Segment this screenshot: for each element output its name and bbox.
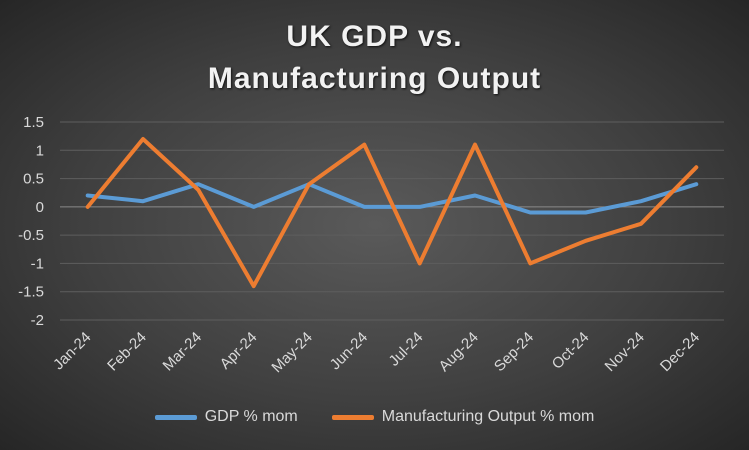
x-tick-label: May-24	[268, 329, 315, 376]
legend-label-manufacturing: Manufacturing Output % mom	[381, 408, 595, 425]
y-tick-label: -1.5	[18, 284, 44, 301]
legend-item-gdp: GDP % mom	[154, 408, 298, 426]
x-tick-label: Sep-24	[491, 329, 537, 375]
x-tick-label: Dec-24	[657, 329, 703, 375]
y-tick-label: 0	[36, 199, 44, 216]
legend-item-manufacturing: Manufacturing Output % mom	[331, 408, 595, 426]
x-tick-label: Oct-24	[549, 329, 593, 373]
x-tick-label: Aug-24	[436, 329, 482, 375]
x-tick-label: Jun-24	[327, 329, 371, 373]
chart-title-line-1: UK GDP vs.	[286, 20, 463, 53]
chart-title: UK GDP vs. Manufacturing Output	[0, 16, 749, 100]
y-tick-label: -2	[31, 312, 44, 329]
x-tick-label: Jan-24	[50, 329, 94, 373]
y-axis-tick-labels: 1.5 1 0.5 0 -0.5 -1 -1.5 -2	[18, 114, 44, 329]
y-tick-label: -0.5	[18, 227, 44, 244]
x-tick-label: Jul-24	[386, 329, 427, 370]
legend: GDP % mom Manufacturing Output % mom	[0, 408, 749, 426]
series-line-manufacturing	[85, 137, 699, 289]
legend-swatch-gdp	[154, 414, 197, 420]
y-tick-label: -1	[31, 255, 44, 272]
series-lines	[85, 137, 699, 289]
legend-swatch-manufacturing	[331, 414, 374, 420]
x-tick-label: Apr-24	[217, 329, 261, 373]
x-axis-tick-labels: Jan-24 Feb-24 Mar-24 Apr-24 May-24 Jun-24 Jul-…	[50, 329, 703, 376]
y-tick-label: 1	[36, 142, 44, 159]
y-tick-label: 0.5	[23, 171, 44, 188]
x-tick-label: Nov-24	[602, 329, 648, 375]
legend-label-gdp: GDP % mom	[204, 408, 298, 425]
x-tick-label: Feb-24	[104, 329, 150, 375]
x-tick-label: Mar-24	[160, 329, 206, 375]
chart-title-line-2: Manufacturing Output	[207, 62, 542, 95]
y-tick-label: 1.5	[23, 114, 44, 131]
